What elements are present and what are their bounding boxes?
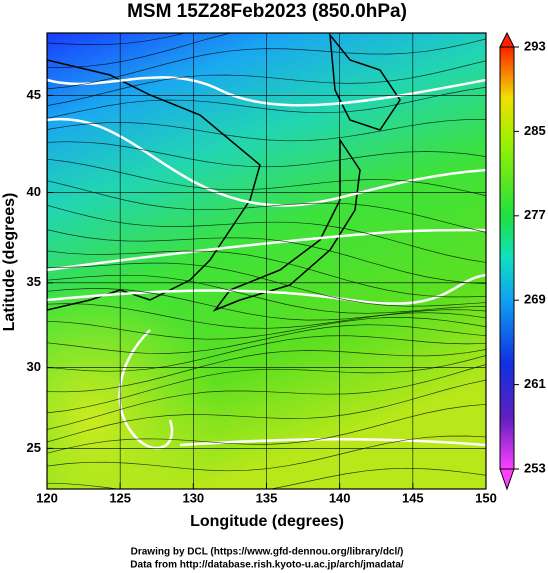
contour [47, 117, 486, 207]
coastline [47, 59, 261, 311]
contour [179, 437, 486, 447]
x-axis-label: Longitude (degrees) [190, 513, 344, 530]
footer-line: Drawing by DCL (https://www.gfd-dennou.o… [131, 547, 404, 558]
y-tick-label: 45 [27, 87, 41, 102]
colorbar-tick-label: 253 [524, 460, 546, 475]
plot-area [47, 33, 486, 489]
coastline [329, 33, 401, 131]
contour [47, 228, 486, 272]
colorbar-tick-label: 261 [524, 376, 546, 391]
colorbar-tick-label: 293 [524, 38, 546, 53]
y-axis-label: Latitude (degrees) [1, 193, 18, 332]
x-tick-label: 120 [36, 490, 58, 505]
y-tick-label: 35 [27, 274, 41, 289]
x-tick-label: 150 [475, 490, 497, 505]
contour [47, 273, 486, 305]
contour [118, 329, 174, 450]
colorbar-tick-label: 269 [524, 292, 546, 307]
streamline [47, 467, 486, 489]
y-tick-label: 40 [27, 184, 41, 199]
y-tick-label: 30 [27, 359, 41, 374]
x-tick-label: 145 [402, 490, 424, 505]
y-tick-label: 25 [27, 440, 41, 455]
colorbar [499, 46, 515, 470]
contour [47, 76, 486, 107]
title: MSM 15Z28Feb2023 (850.0hPa) [127, 1, 407, 22]
colorbar-extend-top [499, 31, 515, 48]
colorbar-tick-label: 285 [524, 123, 546, 138]
coastline [212, 137, 361, 312]
x-tick-label: 140 [329, 490, 351, 505]
x-tick-label: 130 [182, 490, 204, 505]
footer-line: Data from http://database.rish.kyoto-u.a… [130, 560, 404, 571]
colorbar-extend-bottom [499, 468, 515, 491]
x-tick-label: 125 [109, 490, 131, 505]
x-tick-label: 135 [256, 490, 278, 505]
colorbar-tick-label: 277 [524, 207, 546, 222]
